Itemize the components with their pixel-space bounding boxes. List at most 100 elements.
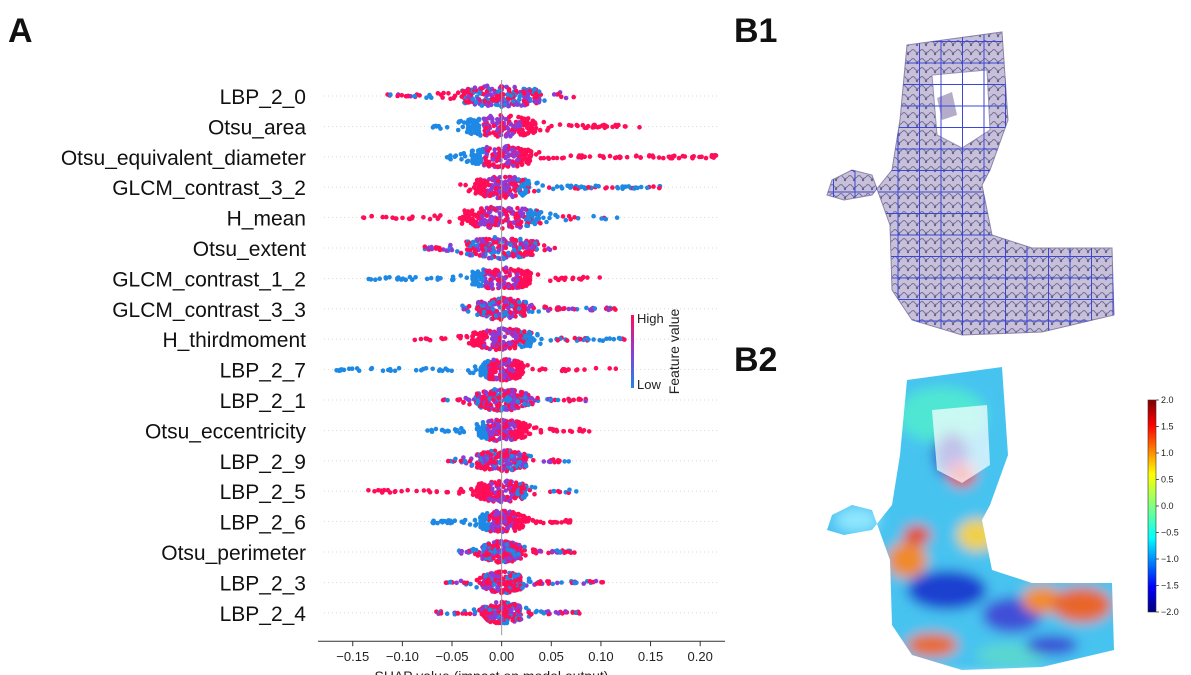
shap-point [516,177,521,182]
shap-point [567,487,572,493]
shap-point [570,610,575,615]
shap-point [383,214,389,220]
shap-point [599,216,604,221]
shap-point [387,275,392,280]
shap-point [512,603,518,608]
shap-point [453,153,459,158]
shap-point [495,178,501,184]
shap-point [622,124,628,129]
shap-point [520,485,525,491]
shap-point [552,488,557,494]
shap-point [481,610,487,616]
shap-point [504,161,510,166]
shap-point [519,279,524,284]
shap-point [498,132,504,138]
tile [1113,343,1132,351]
shap-point [512,124,518,130]
shap-point [486,182,492,188]
shap-point [448,242,453,248]
shap-point [548,338,554,343]
shap-point [485,426,491,432]
shap-point [512,574,517,579]
shap-point [539,336,544,342]
tile [833,320,856,335]
shap-point [473,338,478,343]
shap-point [491,357,497,363]
shap-point [528,152,534,157]
shap-point [470,154,476,159]
shap-point [555,397,561,403]
shap-point [519,522,525,528]
shap-point [495,421,501,427]
shap-point [523,553,528,558]
shap-point [434,489,440,495]
shap-point [445,397,450,403]
shap-point [455,249,460,254]
shap-point [527,431,533,437]
tile [1048,105,1071,128]
shap-point [495,587,501,592]
shap-point [538,221,543,226]
shap-point [475,427,481,432]
shap-point [395,277,400,282]
shap-point [510,387,515,393]
tile [941,343,963,351]
tile [1005,127,1028,150]
tile [1048,84,1071,107]
tile [1091,213,1114,236]
shap-point [475,400,480,406]
shap-point [533,550,539,556]
shap-point [523,391,529,396]
shap-point [530,547,536,552]
shap-point [495,268,501,274]
shap-point [497,328,502,334]
shap-point [510,159,516,164]
shap-point [438,126,443,131]
shap-point [567,399,572,404]
shap-point [559,580,564,585]
tile [1091,148,1114,171]
shap-point [449,520,455,525]
shap-point [506,284,511,289]
shap-point [512,330,517,336]
shap-point [462,580,467,585]
shap-point [497,335,503,341]
shap-point [483,157,488,163]
shap-point [523,243,529,248]
shap-point [564,338,570,343]
shap-point [593,578,599,584]
shap-point [505,525,510,531]
tile [1026,170,1049,193]
shap-point [491,340,497,346]
shap-point [523,515,528,520]
shap-point [512,186,517,192]
shap-point [380,214,386,220]
shap-point [581,428,587,433]
panel-label-b2: B2 [734,341,778,379]
shap-point [479,335,485,341]
shap-point [575,216,581,221]
shap-point [495,553,501,559]
shap-point [492,460,498,466]
shap-point [456,120,462,125]
shap-point [537,210,542,216]
shap-point [491,130,496,135]
colorbar-tick-label: 1.5 [1161,422,1174,432]
shap-point [396,365,402,371]
shap-point [462,517,468,523]
shap-point [657,185,662,191]
shap-point [661,155,666,161]
shap-point [483,390,489,395]
shap-point [491,436,496,441]
shap-point [568,217,573,222]
shap-point [467,247,473,253]
shap-point [491,397,496,402]
tile [1112,320,1114,335]
shap-point [563,95,569,101]
panel-label-a: A [8,12,33,50]
tile [833,299,856,322]
shap-point [489,572,495,577]
colorbar-low-label: Low [637,377,661,392]
shap-point [512,300,517,306]
colorbar-tick-label: −0.5 [1161,528,1179,538]
